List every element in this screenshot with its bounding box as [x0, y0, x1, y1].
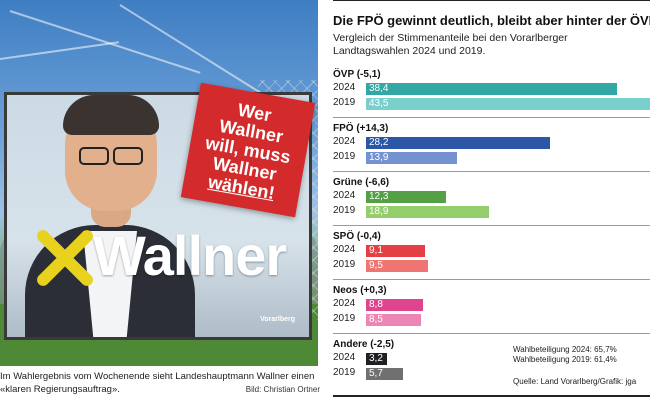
chart-title: Die FPÖ gewinnt deutlich, bleibt aber hi…: [333, 13, 650, 28]
bar-2024: [366, 299, 424, 311]
year-label: 2019: [333, 97, 356, 108]
bar-2019: [366, 368, 404, 380]
bar-2019: [366, 260, 429, 272]
year-label: 2024: [333, 82, 356, 93]
glasses-lens-left: [79, 147, 109, 165]
photo-caption: Im Wahlergebnis vom Wochenende sieht Lan…: [0, 370, 320, 396]
chart-source: Quelle: Land Vorarlberg/Grafik: jga: [513, 377, 637, 386]
candidate-portrait: [25, 95, 195, 337]
caption-text: Im Wahlergebnis vom Wochenende sieht Lan…: [0, 371, 315, 395]
sky-contrail: [0, 41, 119, 60]
year-label: 2024: [333, 352, 356, 363]
party-label: FPÖ (+14,3): [333, 123, 389, 134]
year-label: 2024: [333, 136, 356, 147]
bar-value-label: 8,8: [369, 298, 383, 310]
candidate-shirt: [83, 231, 137, 337]
group-divider: [333, 333, 650, 334]
photo-credit: Bild: Christian Ortner: [245, 385, 320, 394]
year-label: 2019: [333, 259, 356, 270]
year-label: 2019: [333, 151, 356, 162]
year-label: 2024: [333, 190, 356, 201]
slogan-sign: Wer Wallner will, muss Wallner wählen!: [180, 82, 316, 218]
bar-value-label: 3,2: [369, 352, 383, 364]
bar-value-label: 12,3: [369, 190, 389, 202]
chart-subtitle: Vergleich der Stimmenanteile bei den Vor…: [333, 32, 568, 57]
bar-value-label: 38,4: [369, 82, 389, 94]
sky-contrail: [9, 10, 201, 74]
year-label: 2019: [333, 205, 356, 216]
turnout-note: Wahlbeteiligung 2019: 61,4%: [513, 355, 617, 364]
group-divider: [333, 279, 650, 280]
year-label: 2019: [333, 313, 356, 324]
group-divider: [333, 225, 650, 226]
chart-bottom-rule: [333, 395, 650, 397]
bar-2024: [366, 83, 617, 95]
party-label: Neos (+0,3): [333, 285, 387, 296]
bar-value-label: 8,5: [369, 313, 383, 325]
group-divider: [333, 117, 650, 118]
bar-value-label: 43,5: [369, 97, 389, 109]
election-results-chart: Die FPÖ gewinnt deutlich, bleibt aber hi…: [333, 0, 650, 400]
turnout-note: Wahlbeteiligung 2024: 65,7%: [513, 345, 617, 354]
party-label: Andere (-2,5): [333, 339, 395, 350]
bar-value-label: 9,5: [369, 259, 383, 271]
year-label: 2019: [333, 367, 356, 378]
bar-value-label: 28,2: [369, 136, 389, 148]
bar-2024: [366, 245, 426, 257]
party-label: SPÖ (-0,4): [333, 231, 381, 242]
bar-2019: [366, 314, 422, 326]
bar-value-label: 5,7: [369, 367, 383, 379]
bar-2024: [366, 353, 387, 365]
bar-value-label: 9,1: [369, 244, 383, 256]
chart-plot-area: ÖVP (-5,1) 2024 38,4 2019 43,5 FPÖ (+14,3) 202…: [333, 1, 650, 400]
bar-value-label: 13,9: [369, 151, 389, 163]
party-label: Grüne (-6,6): [333, 177, 390, 188]
glasses-lens-right: [113, 147, 143, 165]
bar-2019: [366, 206, 490, 218]
bar-2024: [366, 191, 447, 203]
bar-2019: [366, 98, 650, 110]
year-label: 2024: [333, 298, 356, 309]
group-divider: [333, 171, 650, 172]
candidate-glasses: [75, 147, 147, 167]
billboard-candidate-name: Wallner: [93, 224, 287, 287]
party-label: ÖVP (-5,1): [333, 69, 381, 80]
bar-2024: [366, 137, 551, 149]
candidate-hair: [63, 95, 159, 135]
billboard-region-label: Vorarlberg: [260, 316, 295, 323]
election-poster-photo: Wallner Vorarlberg Wer Wallner will, mus…: [0, 0, 318, 366]
year-label: 2024: [333, 244, 356, 255]
bar-value-label: 18,9: [369, 205, 389, 217]
bar-2019: [366, 152, 457, 164]
ballot-cross-icon: [31, 225, 97, 291]
